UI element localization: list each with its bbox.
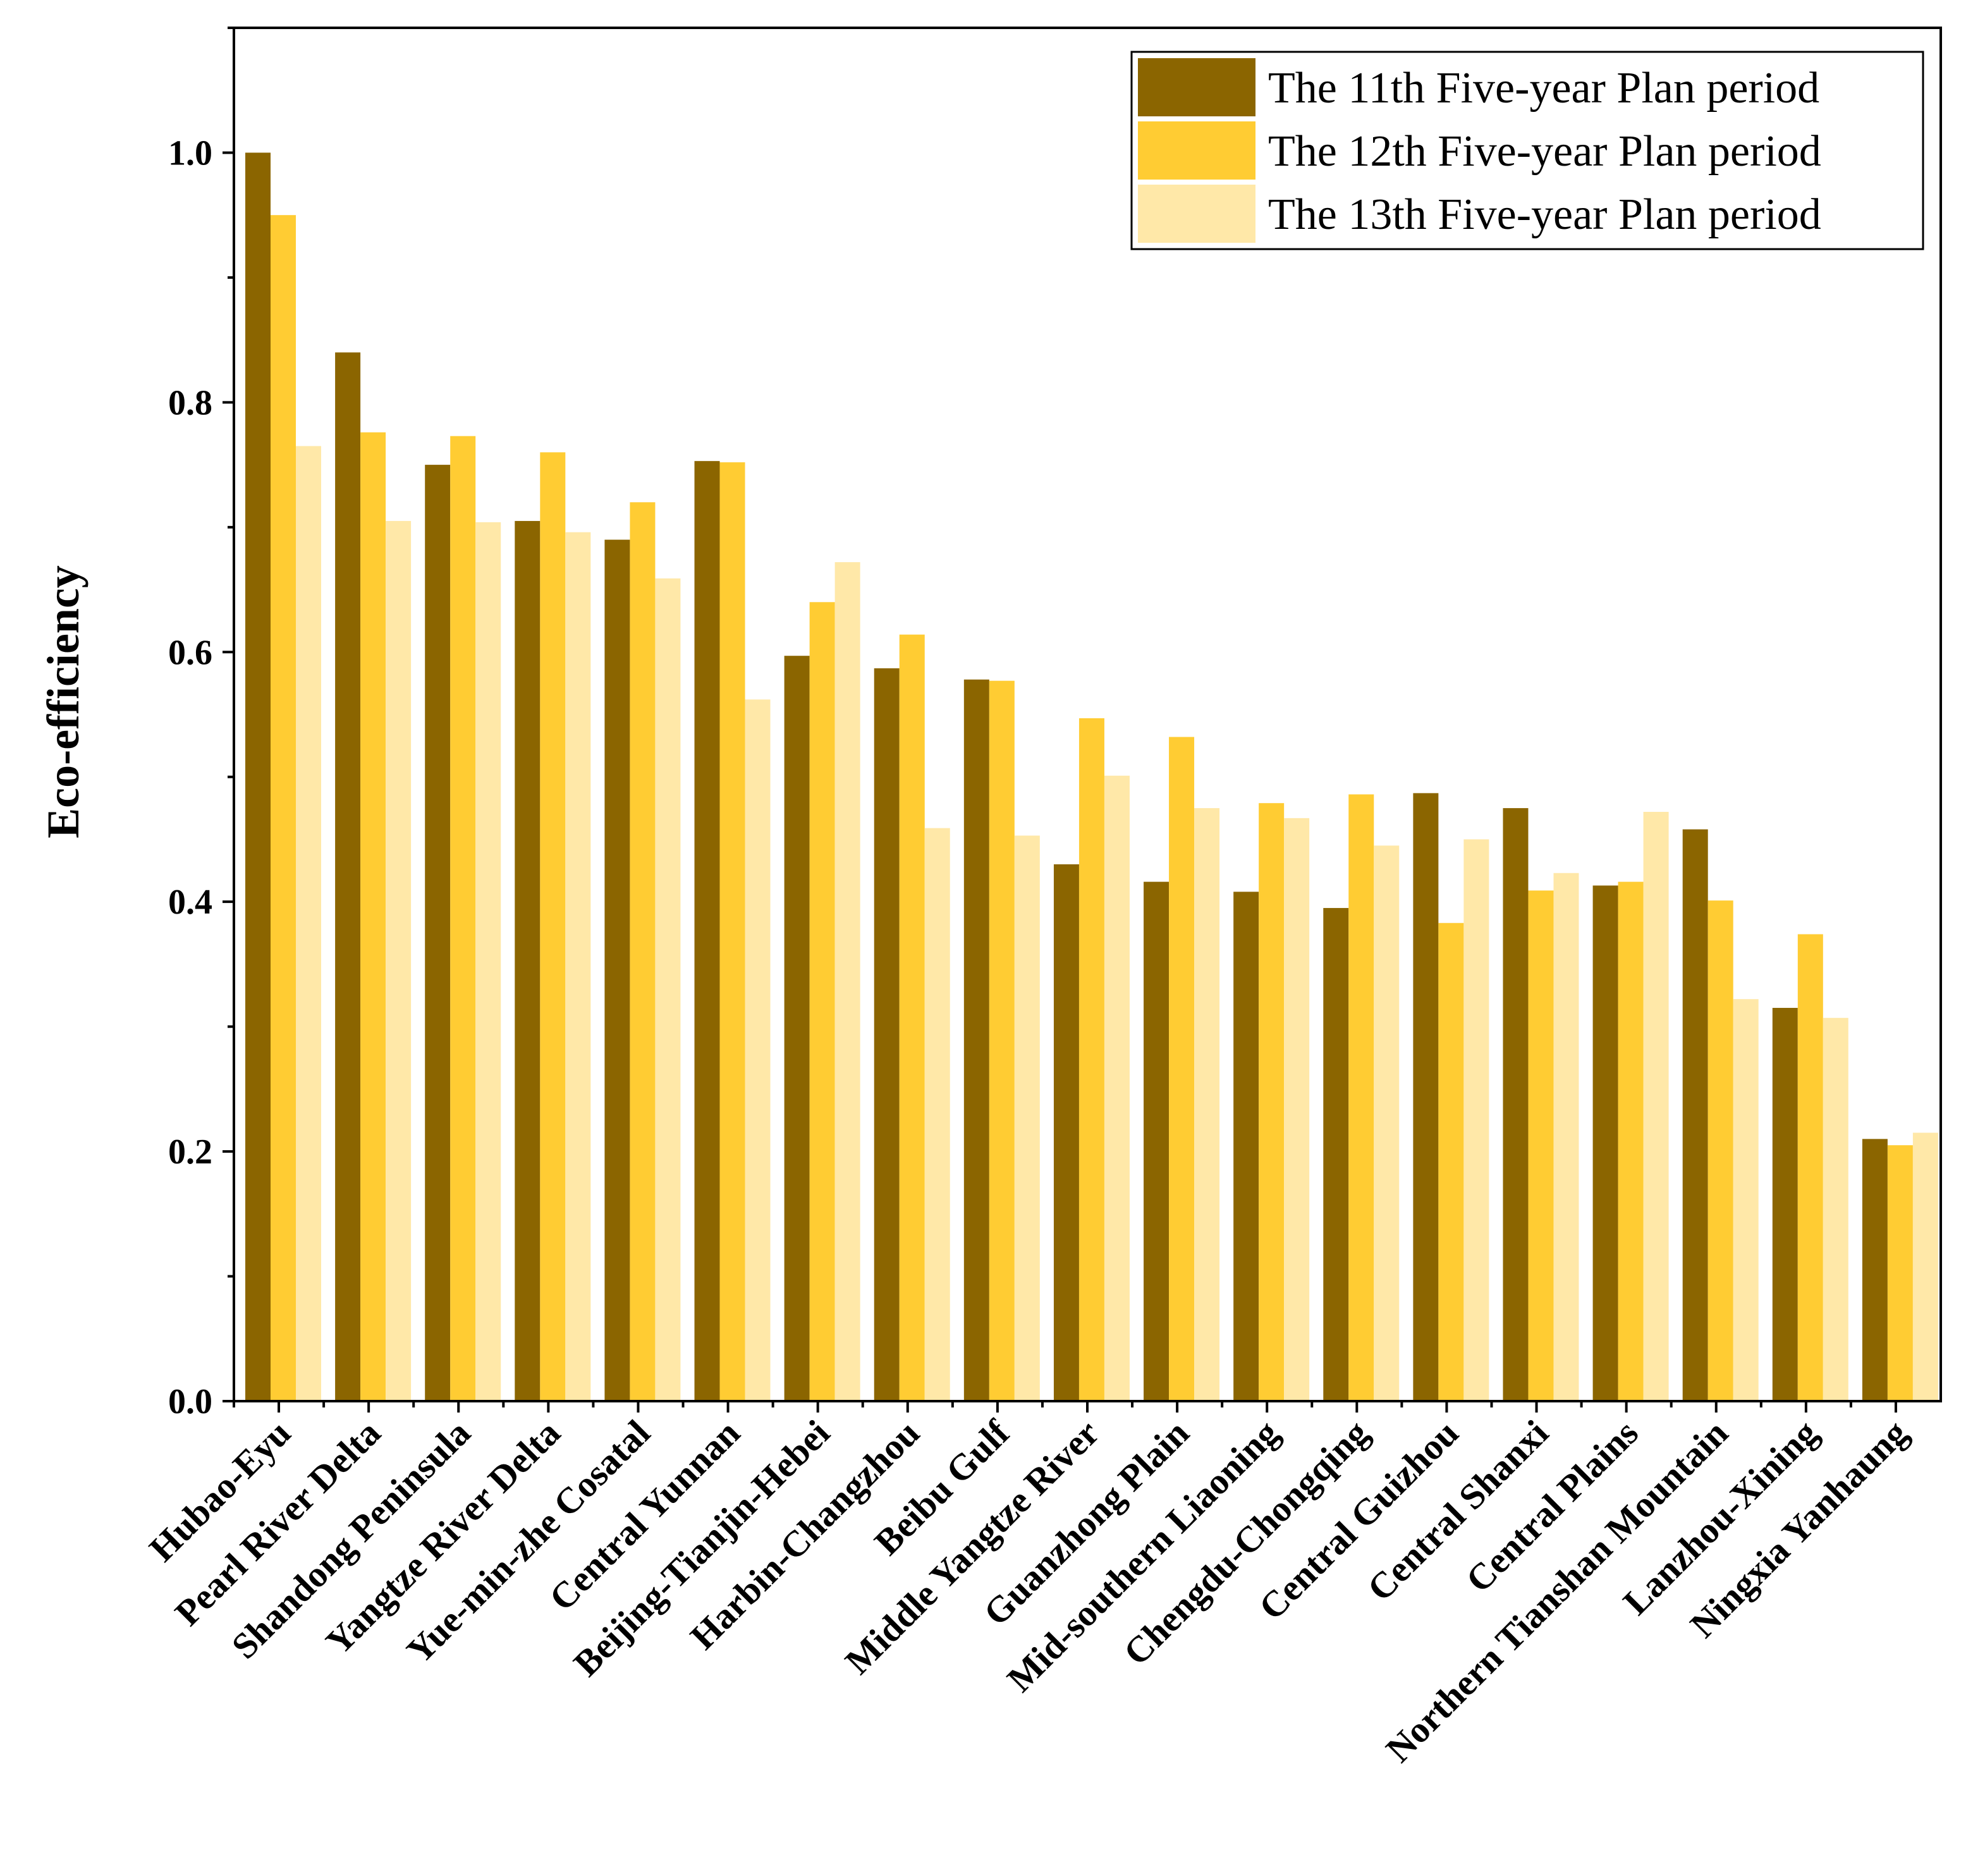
y-tick-label: 0.0 [168, 1382, 212, 1421]
bar-11th-harbin-changzhou [874, 668, 900, 1401]
bar-11th-mid-southern-liaoning [1233, 892, 1259, 1401]
bar-11th-yue-min-zhe-cosatal [604, 539, 630, 1401]
bar-13th-beibu-gulf [1014, 835, 1040, 1401]
bar-11th-middle-yangtze-river [1053, 864, 1079, 1401]
bar-12th-middle-yangtze-river [1078, 718, 1104, 1401]
bar-11th-central-plains [1592, 885, 1618, 1401]
bar-12th-beibu-gulf [989, 680, 1015, 1401]
legend: The 11th Five-year Plan period The 12th F… [1130, 51, 1924, 250]
bar-11th-yangtze-river-delta [515, 520, 541, 1401]
bar-12th-beijing-tianjin-hebei [809, 602, 835, 1401]
y-tick-label: 0.6 [168, 633, 212, 672]
bar-12th-harbin-changzhou [899, 634, 925, 1401]
legend-swatch [1138, 121, 1255, 180]
bar-12th-guanzhong-plain [1169, 737, 1195, 1401]
bar-12th-central-plains [1618, 881, 1644, 1401]
legend-swatch [1138, 58, 1255, 116]
bar-13th-shandong-peninsula [475, 522, 501, 1402]
legend-swatch [1138, 185, 1255, 243]
y-tick-label: 0.8 [168, 383, 212, 422]
bar-13th-guanzhong-plain [1194, 808, 1220, 1401]
bar-13th-pearl-river-delta [386, 520, 412, 1401]
bar-13th-hubao-eyu [296, 446, 321, 1402]
legend-label: The 13th Five-year Plan period [1268, 190, 1821, 239]
bar-13th-yangtze-river-delta [565, 532, 591, 1402]
y-tick-label: 0.2 [168, 1132, 212, 1172]
y-tick-label: 0.4 [168, 883, 212, 922]
bar-11th-hubao-eyu [245, 152, 271, 1401]
bars-layer [245, 152, 1938, 1402]
bar-13th-lanzhou-xining [1823, 1017, 1848, 1401]
bar-12th-mid-southern-liaoning [1259, 803, 1285, 1401]
legend-box [1130, 51, 1924, 250]
bar-11th-central-guizhou [1413, 793, 1439, 1401]
bar-11th-shandong-peninsula [425, 465, 451, 1402]
bar-13th-mid-southern-liaoning [1284, 818, 1310, 1401]
bar-12th-chengdu-chongqing [1348, 794, 1374, 1401]
bar-13th-chengdu-chongqing [1374, 845, 1400, 1401]
bar-12th-yue-min-zhe-cosatal [630, 502, 656, 1401]
bar-11th-guanzhong-plain [1144, 881, 1170, 1401]
bar-13th-central-guizhou [1463, 839, 1489, 1401]
bar-11th-ningxia-yanhaung [1862, 1139, 1888, 1401]
bar-12th-central-yunnan [719, 462, 745, 1401]
legend-label: The 12th Five-year Plan period [1268, 127, 1821, 176]
bar-13th-ningxia-yanhaung [1912, 1132, 1938, 1401]
y-axis-ticks: 0.0 0.2 0.4 0.6 0.8 1.0 [168, 27, 234, 1421]
bar-13th-northern-tianshan-mountain [1733, 999, 1759, 1401]
bar-11th-central-shanxi [1503, 808, 1529, 1401]
bar-11th-lanzhou-xining [1772, 1008, 1798, 1401]
bar-13th-harbin-changzhou [924, 828, 950, 1401]
legend-label: The 11th Five-year Plan period [1268, 64, 1819, 113]
bar-13th-central-yunnan [745, 699, 771, 1401]
bar-11th-central-yunnan [694, 461, 720, 1402]
y-axis-title: Eco-efficiency [38, 565, 89, 838]
bar-11th-pearl-river-delta [335, 352, 361, 1401]
bar-12th-lanzhou-xining [1797, 934, 1823, 1401]
bar-13th-central-plains [1643, 812, 1669, 1401]
bar-12th-hubao-eyu [271, 215, 296, 1401]
bar-13th-central-shanxi [1553, 873, 1579, 1401]
bar-11th-chengdu-chongqing [1323, 908, 1349, 1401]
bar-13th-beijing-tianjin-hebei [834, 562, 860, 1401]
bar-12th-shandong-peninsula [450, 436, 476, 1401]
bar-11th-northern-tianshan-mountain [1682, 829, 1708, 1401]
bar-12th-pearl-river-delta [360, 432, 386, 1402]
bar-11th-beibu-gulf [963, 679, 989, 1401]
bar-12th-ningxia-yanhaung [1887, 1145, 1913, 1401]
bar-12th-northern-tianshan-mountain [1707, 900, 1733, 1401]
bar-11th-beijing-tianjin-hebei [784, 656, 810, 1401]
bar-12th-yangtze-river-delta [540, 452, 566, 1401]
bar-13th-yue-min-zhe-cosatal [655, 578, 681, 1401]
y-tick-label: 1.0 [168, 133, 212, 173]
bar-12th-central-shanxi [1528, 890, 1554, 1401]
bar-12th-central-guizhou [1438, 923, 1464, 1401]
bar-13th-middle-yangtze-river [1104, 775, 1130, 1401]
